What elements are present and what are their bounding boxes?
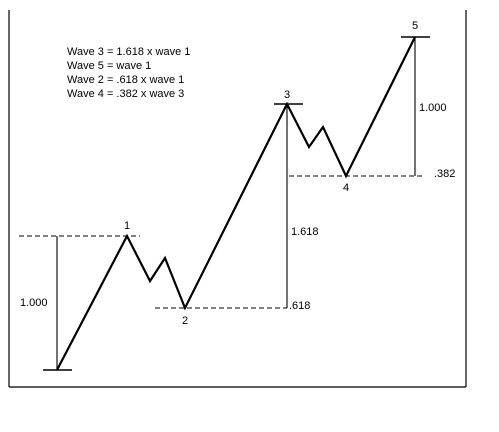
chart-frame	[8, 10, 467, 388]
wave4-retrace-label: .382	[434, 168, 455, 180]
note-wave3-rule: Wave 3 = 1.618 x wave 1	[67, 46, 190, 58]
note-wave4-rule: Wave 4 = .382 x wave 3	[67, 88, 184, 100]
note-wave2-rule: Wave 2 = .618 x wave 1	[67, 74, 184, 86]
wave-rule-notes: Wave 3 = 1.618 x wave 1 Wave 5 = wave 1 …	[67, 46, 190, 100]
wave5-label: 5	[412, 20, 418, 32]
wave1-length-label: 1.000	[20, 297, 48, 309]
note-wave5-rule: Wave 5 = wave 1	[67, 60, 151, 72]
measurement-lines	[56, 37, 416, 370]
wave4-label: 4	[343, 182, 349, 194]
wave-price-path	[56, 36, 416, 371]
wave5-length-label: 1.000	[419, 102, 447, 114]
wave3-length-label: 1.618	[291, 226, 319, 238]
wave1-label: 1	[124, 220, 130, 232]
wave-labels: 1 2 3 4 5	[124, 20, 418, 327]
wave2-label: 2	[182, 315, 188, 327]
measurement-values: 1.000 1.618 .618 1.000 .382	[20, 102, 455, 312]
wave3-label: 3	[284, 89, 290, 101]
reference-levels	[19, 175, 422, 309]
wave2-retrace-label: .618	[289, 300, 310, 312]
